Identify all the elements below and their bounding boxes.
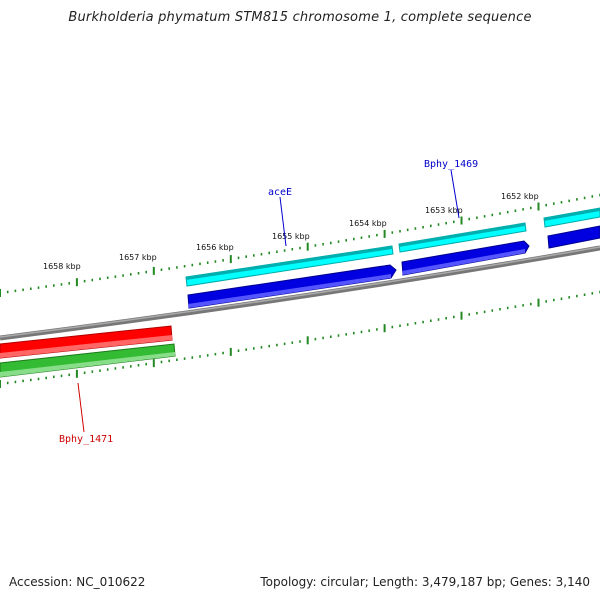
kbp-label-1654: 1654 kbp xyxy=(349,219,387,228)
reverse-gene-green xyxy=(0,343,176,378)
backbone xyxy=(0,245,600,341)
label-bphy1469[interactable]: Bphy_1469 xyxy=(424,159,478,170)
kbp-label-1652: 1652 kbp xyxy=(501,192,539,201)
kbp-label-1657: 1657 kbp xyxy=(119,253,157,262)
reverse-gene-red xyxy=(0,325,173,359)
kbp-label-1653: 1653 kbp xyxy=(425,206,463,215)
kbp-label-1658: 1658 kbp xyxy=(43,262,81,271)
forward-genes-inner xyxy=(187,225,600,309)
kbp-labels: 1658 kbp 1657 kbp 1656 kbp 1655 kbp 1654… xyxy=(43,192,539,271)
forward-genes-outer xyxy=(185,207,600,287)
gene-next[interactable] xyxy=(547,225,600,249)
kbp-label-1655: 1655 kbp xyxy=(272,232,310,241)
label-bphy1471[interactable]: Bphy_1471 xyxy=(59,434,113,445)
kbp-label-1656: 1656 kbp xyxy=(196,243,234,252)
outer-tick-track xyxy=(0,193,600,297)
inner-tick-track xyxy=(0,290,600,388)
map-title: Burkholderia phymatum STM815 chromosome … xyxy=(68,10,532,25)
genome-summary: Topology: circular; Length: 3,479,187 bp… xyxy=(260,575,590,589)
label-aceE[interactable]: aceE xyxy=(268,187,292,198)
gene-labels: aceE Bphy_1469 Bphy_1471 xyxy=(59,159,478,445)
accession-label: Accession: NC_010622 xyxy=(9,575,146,589)
